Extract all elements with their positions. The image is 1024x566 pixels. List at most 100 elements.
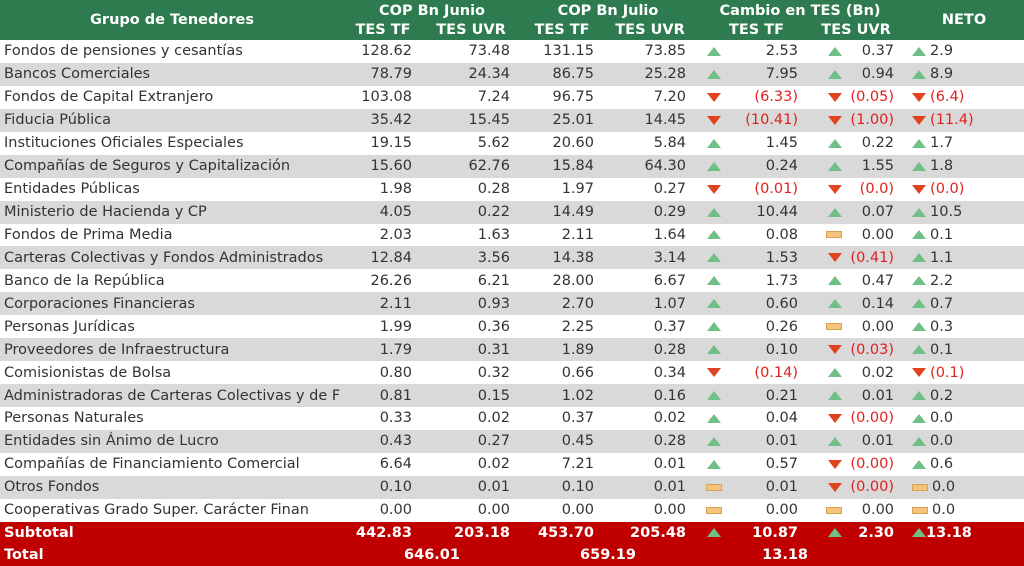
tes-uvr-change: 0.37: [844, 40, 905, 63]
neto-value: 0.3: [930, 318, 954, 335]
tes-uvr-change: (0.03): [844, 338, 905, 362]
up-arrow-icon: [707, 46, 722, 56]
total-julio: 659.19: [520, 543, 697, 566]
junio-tes-tf-value: 128.62: [344, 40, 422, 63]
flat-bar-icon: [912, 483, 929, 491]
julio-tes-uvr-value: 0.34: [604, 361, 697, 385]
up-arrow-icon: [707, 69, 722, 79]
up-arrow-icon: [912, 528, 927, 538]
julio-tes-uvr-value: 0.29: [604, 200, 697, 224]
julio-tes-tf-value: 0.00: [520, 498, 605, 522]
junio-tes-tf-value: 6.64: [344, 452, 422, 476]
julio-tes-tf-value: 14.49: [520, 200, 605, 224]
junio-tes-tf-value: 12.84: [344, 246, 422, 270]
flat-bar-icon: [826, 231, 843, 239]
cambio-header: Cambio en TES (Bn): [696, 0, 905, 22]
subtotal-uvr-change: 2.30: [844, 521, 905, 544]
table-row: Fiducia Pública 35.42 15.45 25.01 14.45 (10.4…: [0, 108, 1024, 132]
table-row: Personas Naturales 0.33 0.02 0.37 0.02 0.04 (0…: [0, 407, 1024, 430]
down-arrow-icon: [707, 92, 722, 102]
up-arrow-icon: [912, 161, 927, 171]
up-arrow-icon: [828, 299, 843, 309]
up-arrow-icon: [707, 322, 722, 332]
julio-tes-uvr-value: 0.01: [604, 452, 697, 476]
up-arrow-icon: [828, 69, 843, 79]
holder-name: Otros Fondos: [0, 475, 344, 499]
down-arrow-icon: [828, 253, 843, 263]
holder-name: Personas Naturales: [0, 407, 344, 430]
junio-tes-uvr-value: 0.22: [422, 200, 521, 224]
down-arrow-icon: [828, 482, 843, 492]
junio-tes-tf-value: 26.26: [344, 269, 422, 293]
junio-tes-tf-value: 0.43: [344, 429, 422, 453]
tes-uvr-change: 0.00: [844, 315, 905, 339]
up-arrow-icon: [912, 276, 927, 286]
neto-value: 1.8: [930, 158, 954, 175]
julio-header: COP Bn Julio: [520, 0, 697, 22]
holder-name: Personas Jurídicas: [0, 315, 344, 339]
group-header: Grupo de Tenedores: [0, 0, 344, 40]
julio-tes-uvr-value: 25.28: [604, 62, 697, 86]
down-arrow-icon: [828, 92, 843, 102]
subtotal-row: Subtotal 442.83 203.18 453.70 205.48 10.…: [0, 521, 1024, 544]
julio-tes-uvr-header: TES UVR: [604, 22, 697, 40]
tes-tf-change: (0.14): [732, 361, 809, 385]
up-arrow-icon: [707, 436, 722, 446]
total-cambio: 13.18: [696, 543, 809, 566]
holder-name: Compañías de Financiamiento Comercial: [0, 452, 344, 476]
junio-tes-uvr-value: 0.93: [422, 292, 521, 316]
junio-header: COP Bn Junio: [344, 0, 521, 22]
tes-uvr-change: (0.41): [844, 246, 905, 270]
junio-tes-tf-value: 1.79: [344, 338, 422, 362]
neto-header: NETO: [904, 0, 1024, 40]
junio-tes-uvr-value: 7.24: [422, 85, 521, 109]
neto-value: 0.1: [930, 341, 954, 358]
table-row: Otros Fondos 0.10 0.01 0.10 0.01 0.01 (0.00) 0.…: [0, 475, 1024, 499]
junio-tes-uvr-value: 0.02: [422, 407, 521, 430]
tes-tf-change: 0.24: [732, 154, 809, 178]
junio-tes-tf-value: 35.42: [344, 108, 422, 132]
tes-tf-change: 0.60: [732, 292, 809, 316]
julio-tes-uvr-value: 1.07: [604, 292, 697, 316]
tes-tf-change: 1.73: [732, 269, 809, 293]
table-row: Corporaciones Financieras 2.11 0.93 2.70 1.0…: [0, 292, 1024, 316]
julio-tes-tf-value: 28.00: [520, 269, 605, 293]
junio-tes-tf-value: 0.00: [344, 498, 422, 522]
up-arrow-icon: [707, 528, 722, 538]
up-arrow-icon: [707, 138, 722, 148]
flat-bar-icon: [826, 506, 843, 514]
up-arrow-icon: [707, 161, 722, 171]
up-arrow-icon: [828, 161, 843, 171]
junio-tes-uvr-value: 73.48: [422, 40, 521, 63]
tes-uvr-change: (0.00): [844, 452, 905, 476]
down-arrow-icon: [828, 115, 843, 125]
up-arrow-icon: [828, 276, 843, 286]
up-arrow-icon: [912, 436, 927, 446]
tes-uvr-change: (0.05): [844, 85, 905, 109]
junio-tes-tf-value: 1.98: [344, 177, 422, 201]
neto-value: 0.2: [930, 387, 954, 404]
junio-tes-uvr-value: 0.01: [422, 475, 521, 499]
julio-tes-tf-value: 131.15: [520, 40, 605, 63]
tes-uvr-change: (0.00): [844, 407, 905, 430]
up-arrow-icon: [912, 230, 927, 240]
up-arrow-icon: [912, 345, 927, 355]
down-arrow-icon: [912, 92, 927, 102]
down-arrow-icon: [707, 184, 722, 194]
holder-name: Compañías de Seguros y Capitalización: [0, 154, 344, 178]
holder-name: Fondos de Capital Extranjero: [0, 85, 344, 109]
neto-value: 0.0: [930, 410, 954, 427]
table-row: Entidades sin Ánimo de Lucro 0.43 0.27 0.45…: [0, 429, 1024, 453]
neto-value: 10.5: [930, 204, 963, 221]
junio-tes-uvr-value: 0.27: [422, 429, 521, 453]
junio-tes-tf-value: 78.79: [344, 62, 422, 86]
julio-tes-tf-value: 14.38: [520, 246, 605, 270]
holder-name: Entidades sin Ánimo de Lucro: [0, 429, 344, 453]
tes-uvr-change: 0.02: [844, 361, 905, 385]
julio-tes-uvr-value: 6.67: [604, 269, 697, 293]
neto-value: 0.6: [930, 456, 954, 473]
subtotal-tf-change: 10.87: [732, 521, 809, 544]
holder-name: Administradoras de Carteras Colectivas y…: [0, 384, 344, 407]
julio-tes-tf-value: 2.11: [520, 223, 605, 247]
table-row: Bancos Comerciales 78.79 24.34 86.75 25.28 7.…: [0, 62, 1024, 86]
